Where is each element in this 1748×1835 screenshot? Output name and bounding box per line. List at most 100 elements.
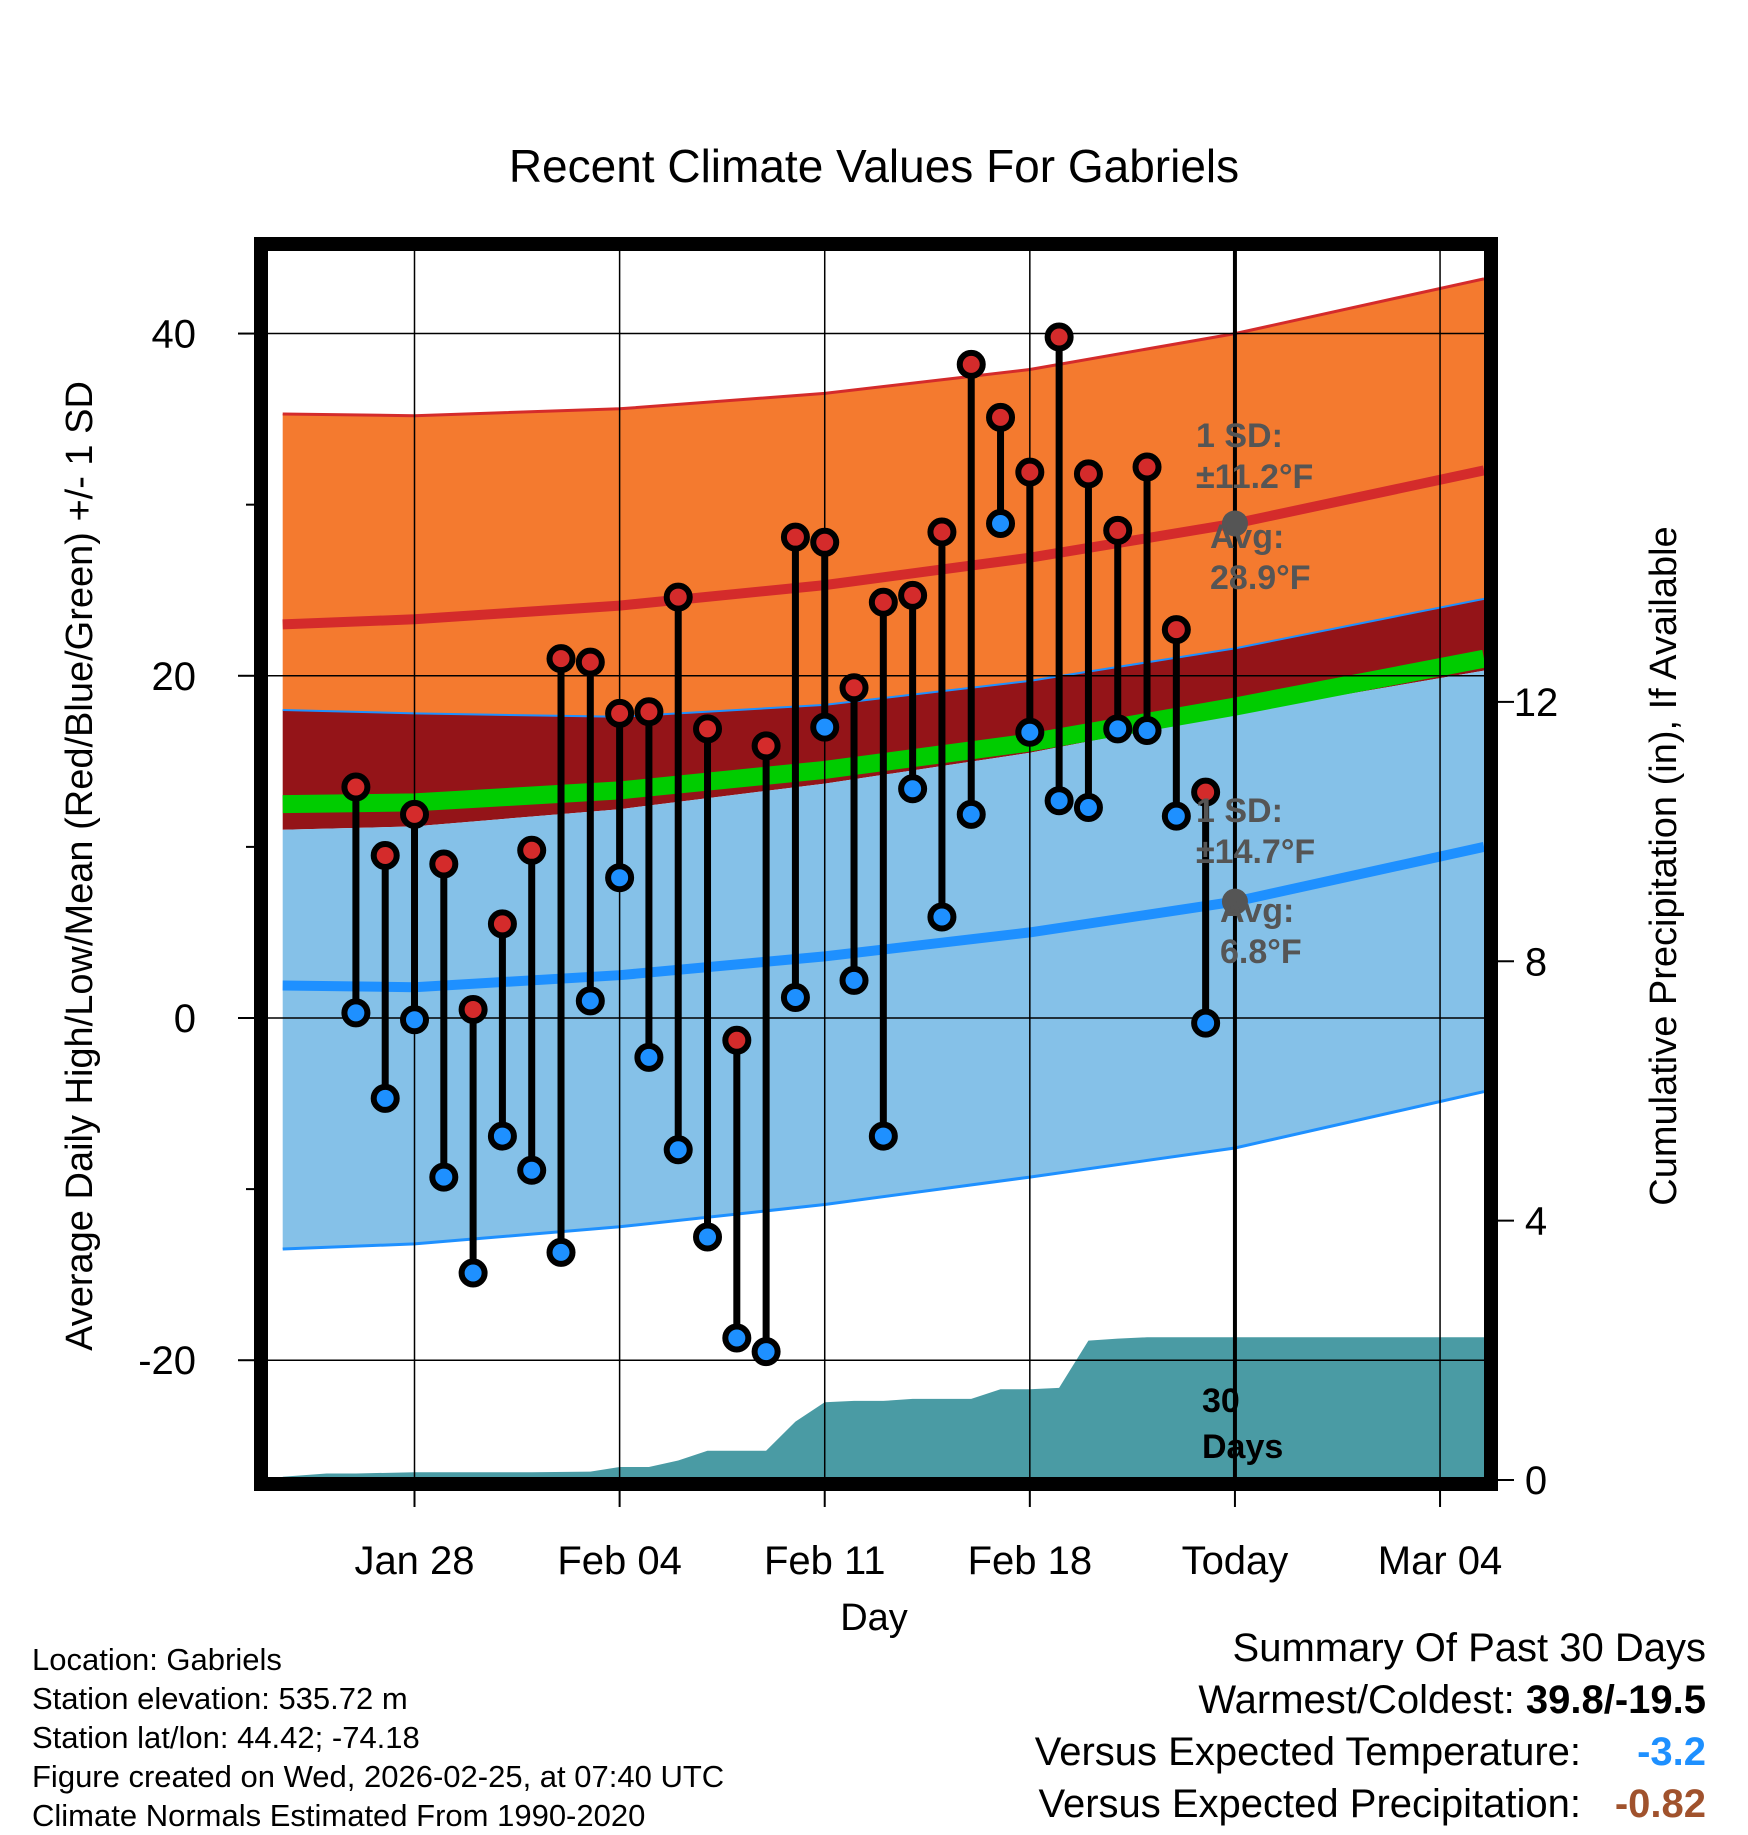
y2-tick-label: 8 <box>1525 940 1547 984</box>
high-sd-value: ±11.2°F <box>1196 458 1313 496</box>
daily-high-point <box>722 1025 752 1055</box>
today-high-avg-point <box>1221 510 1248 537</box>
created-text: Figure created on Wed, 2026-02-25, at 07… <box>32 1759 725 1794</box>
daily-high-point <box>1191 777 1221 807</box>
daily-high-point <box>1132 452 1162 482</box>
daily-high-point <box>1161 615 1191 645</box>
y-tick-label: 40 <box>152 313 197 357</box>
latlon-text: Station lat/lon: 44.42; -74.18 <box>32 1720 420 1755</box>
observations <box>341 322 1248 1367</box>
daily-low-point <box>575 986 605 1016</box>
daily-high-point <box>341 772 371 802</box>
daily-high-point <box>780 522 810 552</box>
precip-area <box>282 1337 1484 1480</box>
daily-low-point <box>517 1155 547 1185</box>
daily-low-point <box>810 712 840 742</box>
x-tick-label: Jan 28 <box>354 1539 474 1583</box>
x-tick-label: Today <box>1182 1539 1289 1583</box>
daily-high-point <box>634 697 664 727</box>
daily-high-point <box>868 587 898 617</box>
daily-high-point <box>898 580 928 610</box>
daily-low-point <box>634 1042 664 1072</box>
temp-diff-value: -3.2 <box>1637 1730 1706 1774</box>
daily-low-point <box>605 863 635 893</box>
low-avg-label: Avg: <box>1220 892 1294 930</box>
x-tick-label: Feb 04 <box>557 1539 682 1583</box>
y2-tick-label: 12 <box>1514 681 1559 725</box>
summary-heading: Summary Of Past 30 Days <box>1232 1626 1706 1670</box>
daily-low-point <box>1132 716 1162 746</box>
normals-text: Climate Normals Estimated From 1990-2020 <box>32 1798 646 1833</box>
daily-low-point <box>341 998 371 1028</box>
daily-low-point <box>429 1162 459 1192</box>
daily-low-point <box>1161 801 1191 831</box>
y2-tick-label: 0 <box>1525 1459 1547 1503</box>
y2-tick-label: 4 <box>1525 1200 1547 1244</box>
daily-low-point <box>546 1237 576 1267</box>
x-tick-label: Mar 04 <box>1378 1539 1503 1583</box>
y-axis-label: Average Daily High/Low/Mean (Red/Blue/Gr… <box>59 381 101 1351</box>
high-avg-label: Avg: <box>1210 518 1284 556</box>
precip-diff-row: Versus Expected Precipitation: -0.82 <box>1035 1778 1706 1830</box>
daily-low-point <box>370 1083 400 1113</box>
precip-window-label-2: Days <box>1202 1428 1283 1466</box>
daily-low-point <box>927 902 957 932</box>
warmest-coldest-label: Warmest/Coldest: <box>1198 1678 1526 1722</box>
low-sd-value: ±14.7°F <box>1196 833 1315 871</box>
low-avg-value: 6.8°F <box>1220 933 1302 971</box>
summary-panel: Summary Of Past 30 Days Warmest/Coldest:… <box>1035 1622 1706 1830</box>
precip-diff-value: -0.82 <box>1614 1782 1706 1826</box>
plot-frame <box>254 237 1498 1491</box>
warmest-coldest-row: Warmest/Coldest: 39.8/-19.5 <box>1035 1674 1706 1726</box>
daily-high-point <box>605 698 635 728</box>
daily-low-point <box>751 1337 781 1367</box>
daily-low-point <box>986 508 1016 538</box>
daily-high-point <box>927 517 957 547</box>
daily-high-point <box>839 673 869 703</box>
daily-low-point <box>1103 714 1133 744</box>
daily-low-point <box>400 1005 430 1035</box>
daily-high-point <box>986 402 1016 432</box>
daily-low-point <box>722 1323 752 1353</box>
daily-high-point <box>1103 515 1133 545</box>
high-sd-label: 1 SD: <box>1196 417 1283 455</box>
daily-high-point <box>1015 457 1045 487</box>
daily-high-point <box>663 582 693 612</box>
daily-low-point <box>663 1135 693 1165</box>
daily-high-point <box>458 994 488 1024</box>
daily-high-point <box>487 909 517 939</box>
daily-low-point <box>1015 717 1045 747</box>
daily-high-point <box>400 799 430 829</box>
daily-high-point <box>1073 459 1103 489</box>
x-tick-label: Feb 11 <box>764 1539 886 1583</box>
daily-low-point <box>1073 793 1103 823</box>
low-sd-label: 1 SD: <box>1196 792 1283 830</box>
y2-axis-label: Cumulative Precipitation (in), If Availa… <box>1643 526 1685 1205</box>
location-text: Location: Gabriels <box>32 1642 282 1677</box>
daily-low-point <box>458 1258 488 1288</box>
daily-high-point <box>810 527 840 557</box>
temp-diff-row: Versus Expected Temperature: -3.2 <box>1035 1726 1706 1778</box>
daily-low-point <box>1191 1008 1221 1038</box>
daily-low-point <box>868 1121 898 1151</box>
warmest-coldest-value: 39.8/-19.5 <box>1525 1678 1706 1722</box>
daily-high-point <box>1044 322 1074 352</box>
y-tick-label: 20 <box>152 655 197 699</box>
precip-window-label-1: 30 <box>1202 1382 1240 1420</box>
elevation-text: Station elevation: 535.72 m <box>32 1681 408 1716</box>
annotations: 1 SD: ±11.2°F Avg: 28.9°F 1 SD: ±14.7°F … <box>1196 417 1315 1466</box>
precip-diff-label: Versus Expected Precipitation: <box>1038 1782 1581 1826</box>
x-tick-label: Feb 18 <box>968 1539 1093 1583</box>
daily-high-point <box>429 849 459 879</box>
daily-low-point <box>898 774 928 804</box>
daily-high-point <box>370 840 400 870</box>
daily-high-point <box>517 835 547 865</box>
daily-low-point <box>956 799 986 829</box>
chart-title: Recent Climate Values For Gabriels <box>509 140 1239 192</box>
daily-high-point <box>956 349 986 379</box>
daily-low-point <box>693 1222 723 1252</box>
daily-high-point <box>693 714 723 744</box>
daily-low-point <box>487 1121 517 1151</box>
